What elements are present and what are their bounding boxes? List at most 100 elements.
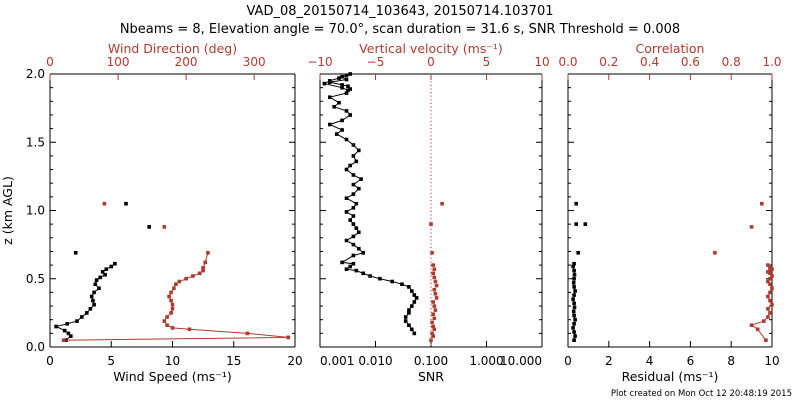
data-point: [351, 192, 356, 196]
top-axis-label: Correlation: [636, 41, 705, 56]
data-point: [430, 320, 434, 325]
top-tick-label: 0.8: [722, 55, 741, 69]
data-point: [571, 264, 575, 269]
x-tick-label: 4: [646, 354, 654, 368]
data-point: [348, 218, 352, 222]
data-point: [92, 290, 96, 295]
data-point: [407, 311, 411, 315]
data-point: [103, 272, 107, 277]
data-point: [169, 311, 173, 315]
data-point: [170, 302, 175, 307]
data-point: [572, 330, 576, 334]
data-point: [432, 275, 437, 280]
panel-wind: 0.0 0.5 1.0 1.5 2.0 z (km AGL) 0 5 10 15 20 Wind Sp…: [0, 41, 303, 384]
data-point: [357, 148, 361, 153]
data-point: [361, 271, 365, 276]
data-point: [768, 266, 772, 270]
data-point: [432, 316, 437, 321]
top-tick-label: 300: [243, 55, 266, 69]
data-point: [431, 334, 435, 338]
data-point: [344, 91, 349, 95]
data-point: [93, 282, 98, 286]
series-vertical-velocity: [429, 201, 444, 342]
data-point: [94, 278, 99, 282]
isolated-data-point: [162, 225, 167, 229]
data-point: [429, 338, 433, 342]
data-point: [766, 307, 770, 311]
data-point: [768, 271, 772, 276]
data-point: [572, 338, 576, 342]
data-point: [357, 186, 361, 191]
data-point: [768, 268, 772, 273]
data-point: [410, 289, 414, 293]
data-point: [433, 292, 438, 296]
data-point: [571, 309, 576, 314]
data-point: [203, 260, 207, 265]
data-point: [351, 143, 356, 147]
data-point: [412, 300, 417, 304]
data-point: [351, 242, 356, 247]
data-point: [572, 313, 576, 318]
data-point: [334, 132, 339, 136]
data-point: [749, 323, 754, 327]
top-tick-label: 0.4: [640, 55, 659, 69]
data-point: [351, 222, 356, 226]
data-point: [348, 163, 352, 168]
x-tick-label: 0.010: [358, 354, 392, 368]
data-point: [169, 290, 173, 295]
series-snr: [322, 72, 419, 336]
isolated-data-point: [102, 201, 107, 206]
series-residual: [571, 201, 588, 342]
data-point: [431, 324, 435, 329]
top-tick-label: 200: [175, 55, 198, 69]
top-tick-label: 5: [483, 55, 491, 69]
data-point: [412, 331, 417, 336]
y-tick-label: 1.0: [26, 204, 45, 218]
data-point: [573, 334, 577, 338]
x-tick-label: 10: [165, 354, 180, 368]
data-point: [354, 201, 359, 206]
data-point: [368, 274, 372, 278]
data-point: [344, 210, 349, 214]
y-tick-label: 0.5: [26, 272, 45, 286]
data-point: [571, 297, 575, 301]
data-point: [403, 315, 408, 319]
data-point: [348, 113, 352, 117]
data-point: [770, 274, 774, 278]
x-tick-label: 5: [107, 354, 115, 368]
data-point: [429, 222, 433, 226]
data-point: [344, 137, 349, 142]
data-point: [85, 311, 89, 315]
data-point: [433, 308, 438, 312]
data-point: [766, 294, 770, 299]
data-point: [286, 335, 290, 340]
top-tick-label: 0: [427, 55, 435, 69]
data-point: [357, 246, 361, 251]
isolated-data-point: [576, 251, 580, 255]
data-point: [344, 196, 349, 200]
data-point: [75, 319, 79, 323]
top-axis-label: Vertical velocity (ms⁻¹): [359, 41, 503, 56]
data-point: [69, 334, 73, 338]
x-tick-label: 0.001: [320, 354, 354, 368]
data-point: [328, 95, 332, 99]
data-point: [346, 88, 350, 93]
data-point: [361, 251, 365, 255]
data-point: [412, 293, 417, 297]
data-point: [572, 261, 576, 266]
data-point: [766, 263, 770, 267]
y-axis-label: z (km AGL): [0, 176, 15, 245]
data-point: [764, 338, 768, 342]
x-tick-label: 2: [605, 354, 613, 368]
y-tick-label: 0.0: [26, 340, 45, 354]
panel-residual: 0 2 4 6 8 10 Residual (ms⁻¹) 0.0 0.2 0.4 0.6 0.8 1.0…: [558, 41, 781, 384]
top-tick-label: −5: [367, 55, 385, 69]
data-point: [344, 167, 349, 172]
data-point: [768, 298, 772, 303]
data-point: [332, 105, 336, 109]
data-point: [344, 238, 349, 243]
data-point: [340, 85, 344, 90]
data-point: [340, 128, 344, 132]
